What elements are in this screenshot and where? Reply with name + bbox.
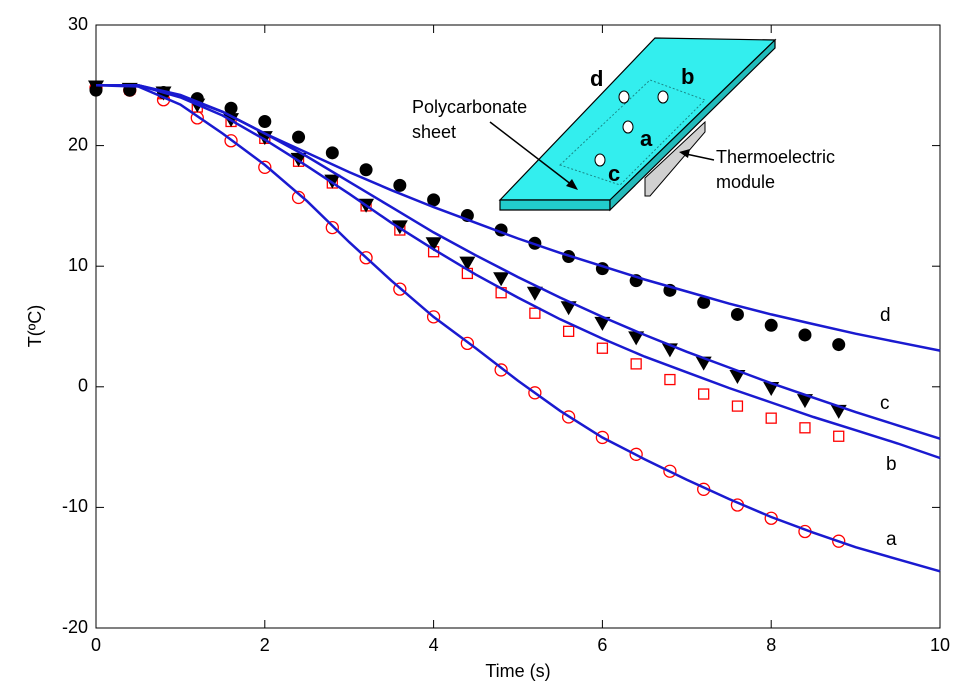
marker	[89, 83, 103, 97]
x-tick-label: 2	[260, 635, 270, 655]
sensor-label: b	[681, 64, 694, 89]
marker	[560, 301, 577, 316]
marker	[426, 310, 441, 324]
marker	[427, 193, 441, 207]
marker	[292, 130, 306, 144]
marker	[630, 358, 642, 370]
x-tick-label: 6	[597, 635, 607, 655]
fit-line	[95, 84, 941, 573]
curve-label: a	[886, 529, 897, 550]
y-tick-label: -10	[62, 496, 88, 516]
marker	[459, 256, 476, 271]
marker	[359, 251, 373, 265]
marker	[796, 394, 813, 409]
sensor-label: d	[590, 66, 603, 91]
module-block	[644, 120, 706, 197]
marker	[528, 386, 542, 400]
marker	[493, 272, 510, 287]
sensor-label: c	[608, 161, 620, 186]
marker	[561, 410, 576, 424]
x-axis-label: Time (s)	[485, 661, 550, 681]
marker	[764, 318, 778, 332]
arrow	[685, 153, 715, 161]
sheet-label: sheet	[412, 122, 456, 142]
marker	[731, 400, 744, 412]
marker	[698, 388, 710, 400]
module-label: Thermoelectric	[716, 147, 835, 167]
marker	[629, 447, 643, 461]
marker	[224, 101, 238, 115]
marker	[596, 342, 609, 354]
marker	[359, 163, 373, 177]
marker	[494, 363, 508, 377]
marker	[425, 237, 442, 252]
y-axis-label: T(ºC)	[25, 305, 45, 348]
marker	[664, 373, 676, 386]
y-tick-label: 0	[78, 376, 88, 396]
marker	[393, 178, 407, 192]
sensor-dot	[657, 90, 669, 104]
sheet-label: Polycarbonate	[412, 97, 527, 117]
x-tick-label: 0	[91, 635, 101, 655]
marker	[832, 534, 846, 548]
marker	[663, 464, 677, 478]
sensor-dot	[618, 90, 630, 104]
marker	[595, 430, 610, 445]
marker	[799, 422, 811, 434]
marker	[224, 134, 238, 148]
curve-label: d	[880, 305, 891, 326]
curve-label: c	[880, 393, 890, 414]
marker	[258, 114, 272, 128]
plot-area: 0 2 4 6 8 10 -20 -10 0 10 20 30	[62, 14, 950, 655]
marker	[697, 295, 711, 309]
sensor-dot	[622, 120, 634, 134]
sensor-label: a	[640, 126, 653, 151]
y-tick-label: 20	[68, 134, 88, 154]
marker	[730, 307, 744, 321]
marker	[258, 160, 272, 174]
marker	[529, 307, 541, 319]
y-tick-label: 10	[68, 255, 88, 275]
marker	[526, 286, 543, 301]
curve-label: b	[886, 454, 897, 475]
inset-diagram: d b a c Polycarbonate sheet Thermoelectr…	[412, 37, 835, 212]
module-label: module	[716, 172, 775, 192]
marker	[628, 331, 645, 346]
fit-line	[96, 84, 941, 352]
marker	[393, 282, 407, 296]
x-tick-label: 8	[766, 635, 776, 655]
marker	[765, 412, 777, 424]
fit-line	[96, 84, 941, 460]
y-tick-label: 30	[68, 14, 88, 34]
marker	[325, 146, 339, 160]
y-tick-label: -20	[62, 617, 88, 637]
x-tick-label: 10	[930, 635, 950, 655]
marker	[562, 325, 575, 337]
arrow	[489, 121, 573, 186]
x-tick-label: 4	[429, 635, 439, 655]
arrow-head	[566, 179, 578, 190]
marker	[594, 316, 611, 331]
marker	[798, 328, 812, 342]
sheet-front	[499, 199, 611, 211]
sensor-dot	[594, 153, 606, 167]
marker	[833, 430, 845, 442]
arrow-head	[679, 149, 690, 158]
marker	[832, 338, 846, 352]
sheet-side	[609, 38, 776, 212]
marker	[460, 336, 475, 351]
marker	[325, 220, 339, 235]
